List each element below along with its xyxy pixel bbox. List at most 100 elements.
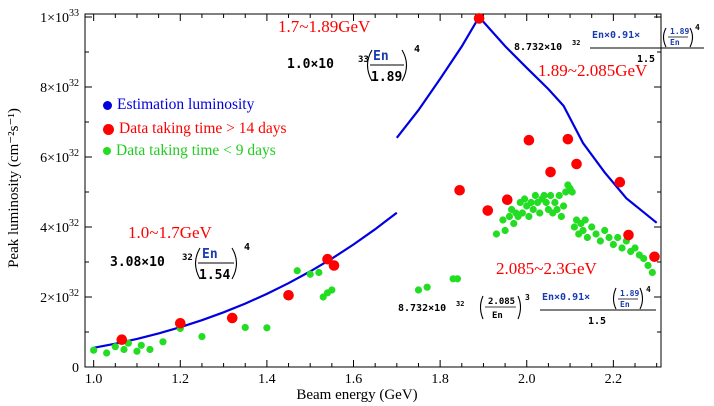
green-point [570, 223, 578, 231]
green-point [640, 254, 648, 263]
y-tick-label: 0 [72, 361, 79, 376]
green-point [588, 223, 596, 231]
red-point [649, 251, 660, 263]
green-point [159, 338, 167, 346]
formula-1-power: 4 [414, 44, 420, 55]
annotation-4: 2.085~2.3GeV [496, 259, 598, 278]
green-point [529, 205, 537, 214]
green-point [583, 233, 591, 242]
x-tick-label: 2.2 [605, 372, 623, 387]
y-axis: 0 2×1032 4×1032 6×1032 8×1032 1×1033 [40, 8, 661, 376]
green-point [453, 275, 462, 283]
green-point [601, 226, 609, 235]
green-point [568, 188, 576, 196]
green-point [328, 286, 336, 294]
formula-2: 3.08×10 32 En 1.54 4 [110, 242, 250, 283]
formula-4-denom: 1.5 [588, 316, 606, 327]
green-point [553, 205, 561, 214]
formula-4-in-pow: 3 [525, 293, 530, 302]
formula-4-coef: 8.732×10 [398, 303, 446, 314]
green-point [644, 261, 652, 270]
formula-4-den: En [620, 300, 630, 309]
red-point [482, 205, 494, 216]
red-point [614, 176, 626, 188]
green-point [423, 283, 431, 291]
formula-1-exp: 33 [358, 55, 369, 65]
green-point [520, 195, 529, 203]
red-point [454, 184, 465, 196]
formula-2-power: 4 [244, 242, 250, 253]
green-point [551, 198, 559, 207]
green-point [540, 191, 548, 200]
green-point [542, 198, 550, 207]
red-point [322, 253, 333, 265]
red-points [116, 13, 660, 346]
formula-4-in-num: 2.085 [488, 297, 515, 307]
green-point [510, 219, 518, 228]
green-point [120, 345, 128, 354]
y-tick-label: 6×1032 [40, 148, 79, 166]
green-point [146, 345, 154, 354]
green-point [518, 209, 527, 217]
red-point [545, 166, 556, 178]
formula-2-num: En [202, 247, 218, 262]
formula-3-num: 1.89 [670, 27, 689, 36]
formula-3-coef: 8.732×10 [514, 42, 562, 53]
green-point [198, 332, 206, 341]
legend-item-estimation: Estimation luminosity [103, 96, 254, 114]
green-point [492, 230, 501, 238]
green-point [618, 244, 626, 252]
green-point [241, 323, 249, 332]
formula-3-denom: 1.5 [637, 54, 655, 65]
x-tick-label: 1.4 [258, 372, 276, 387]
y-tick-label: 1×1033 [40, 8, 79, 26]
plot-frame [84, 13, 662, 368]
green-point [596, 237, 604, 245]
x-tick-label: 1.2 [172, 372, 190, 387]
legend-marker-red [103, 123, 114, 135]
formula-3-power: 4 [695, 23, 700, 32]
green-point [306, 270, 314, 278]
green-point [614, 233, 622, 242]
x-tick-label: 1.8 [431, 372, 449, 387]
formula-2-coef: 3.08×10 [110, 255, 165, 270]
green-point [579, 226, 587, 235]
red-point [571, 158, 582, 170]
green-point [527, 198, 535, 207]
formula-4-num: 1.89 [620, 289, 639, 298]
legend-marker-green [103, 147, 111, 156]
formula-1-num: En [373, 49, 389, 64]
y-tick-label: 4×1032 [40, 218, 79, 236]
formula-1-coef: 1.0×10 [287, 57, 334, 72]
green-point [536, 209, 544, 217]
legend-label-estimation: Estimation luminosity [117, 96, 255, 113]
green-point [499, 216, 507, 224]
x-axis: 1.0 1.2 1.4 1.6 1.8 2.0 2.2 [85, 14, 658, 387]
plot-area-border [84, 13, 662, 368]
formula-1: 1.0×10 33 En 1.89 4 [287, 44, 420, 85]
green-point [631, 244, 639, 252]
formula-3: 8.732×10 32 En×0.91× 1.89 En 4 1.5 [514, 23, 704, 65]
annotation-1: 1.7~1.89GeV [278, 17, 371, 36]
estimation-line-segment-1 [93, 211, 398, 349]
legend-item-under-9: Data taking time < 9 days [103, 142, 276, 160]
red-point [473, 13, 485, 24]
green-point [133, 347, 141, 355]
formula-1-den: 1.89 [371, 70, 402, 85]
red-point [283, 289, 294, 301]
red-point [328, 260, 340, 271]
green-point [648, 268, 656, 277]
green-point [263, 324, 271, 332]
formula-4-power: 4 [646, 285, 651, 294]
legend-marker-blue [103, 100, 112, 110]
green-point [559, 202, 568, 210]
estimation-line-segment-2 [395, 15, 658, 224]
x-tick-label: 1.6 [345, 372, 363, 387]
green-point [605, 233, 613, 242]
green-point [546, 191, 555, 200]
formula-3-numer: En×0.91× [592, 30, 640, 41]
formula-2-den: 1.54 [199, 268, 230, 283]
y-tick-label: 2×1032 [40, 288, 79, 306]
green-point [557, 212, 565, 221]
green-point [505, 212, 514, 221]
